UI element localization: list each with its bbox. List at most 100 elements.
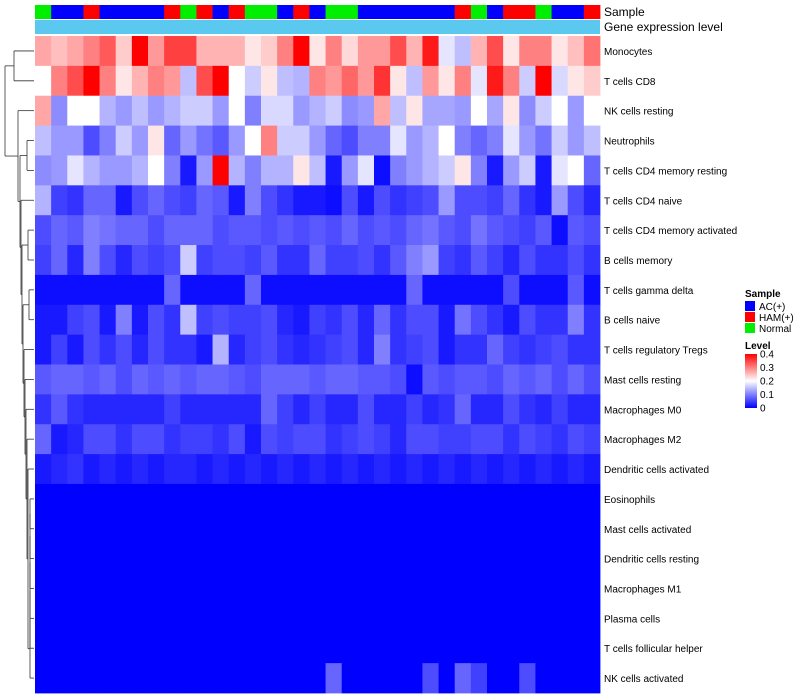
heatmap-cell bbox=[454, 95, 472, 126]
row-label: T cells gamma delta bbox=[604, 286, 694, 297]
heatmap-cell bbox=[277, 543, 294, 574]
heatmap-cell bbox=[341, 125, 359, 156]
heatmap-cell bbox=[115, 543, 133, 574]
heatmap-cell bbox=[196, 424, 213, 455]
heatmap-cell bbox=[406, 483, 423, 515]
sample-cell bbox=[325, 5, 343, 19]
heatmap-cell bbox=[567, 95, 585, 126]
heatmap-cell bbox=[519, 483, 536, 515]
heatmap-cell bbox=[551, 543, 569, 574]
heatmap-cell bbox=[422, 543, 439, 574]
heatmap-cell bbox=[503, 36, 520, 67]
heatmap-cell bbox=[535, 513, 552, 545]
sample-cell bbox=[390, 5, 407, 19]
heatmap-cell bbox=[519, 454, 536, 485]
heatmap-cell bbox=[503, 424, 520, 455]
sample-cell bbox=[341, 5, 359, 19]
heatmap-cell bbox=[357, 155, 375, 186]
heatmap-cell bbox=[196, 663, 213, 694]
heatmap-cell bbox=[325, 394, 343, 425]
heatmap-cell bbox=[131, 603, 149, 634]
heatmap-cell bbox=[83, 95, 100, 126]
heatmap-cell bbox=[309, 245, 326, 276]
heatmap-cell bbox=[503, 454, 520, 485]
heatmap-cell bbox=[406, 215, 423, 246]
heatmap-cell bbox=[583, 663, 601, 694]
heatmap-cell bbox=[83, 304, 100, 336]
heatmap-cell bbox=[567, 573, 585, 604]
heatmap-cell bbox=[357, 215, 375, 246]
heatmap-cell bbox=[438, 364, 456, 395]
heatmap-cell bbox=[212, 334, 230, 365]
heatmap-cell bbox=[51, 663, 68, 694]
heatmap-cell bbox=[454, 155, 472, 186]
heatmap-cell bbox=[212, 543, 230, 574]
heatmap-cell bbox=[551, 663, 569, 694]
heatmap-cell bbox=[83, 215, 100, 246]
heatmap-cell bbox=[83, 424, 100, 455]
heatmap-cell bbox=[115, 95, 133, 126]
heatmap-cell bbox=[261, 573, 278, 604]
heatmap-cell bbox=[470, 185, 488, 216]
heatmap-cell bbox=[357, 543, 375, 574]
heatmap-cell bbox=[261, 304, 278, 336]
heatmap-cell bbox=[51, 633, 68, 664]
heatmap-cell bbox=[51, 603, 68, 634]
heatmap-cell bbox=[196, 185, 213, 216]
heatmap-cell bbox=[67, 65, 84, 97]
heatmap-cell bbox=[131, 36, 149, 67]
heatmap-cell bbox=[277, 454, 294, 485]
heatmap-cell bbox=[244, 513, 262, 545]
row-label: T cells CD8 bbox=[604, 77, 656, 88]
heatmap-cell bbox=[551, 274, 569, 306]
heatmap-cell bbox=[99, 155, 117, 186]
heatmap-cell bbox=[487, 663, 504, 694]
legend-sample-label: AC(+) bbox=[759, 302, 785, 313]
heatmap-cell bbox=[390, 424, 407, 455]
heatmap-cell bbox=[406, 334, 423, 365]
sample-cell bbox=[293, 5, 310, 19]
heatmap-cell bbox=[293, 95, 310, 126]
heatmap-cell bbox=[83, 633, 100, 664]
heatmap-cell bbox=[51, 274, 68, 306]
heatmap-cell bbox=[454, 125, 472, 156]
heatmap-cell bbox=[535, 483, 552, 515]
heatmap-cell bbox=[503, 245, 520, 276]
heatmap-cell bbox=[406, 573, 423, 604]
heatmap-cell bbox=[406, 394, 423, 425]
heatmap-cell bbox=[390, 245, 407, 276]
heatmap-cell bbox=[293, 185, 310, 216]
sample-cell bbox=[567, 5, 585, 19]
heatmap-cell bbox=[535, 543, 552, 574]
heatmap-cell bbox=[277, 364, 294, 395]
heatmap-cell bbox=[51, 334, 68, 365]
heatmap-cell bbox=[519, 573, 536, 604]
heatmap-cell bbox=[131, 65, 149, 97]
heatmap-cell bbox=[212, 633, 230, 664]
heatmap-cell bbox=[519, 215, 536, 246]
expression-annotation-label: Gene expression level bbox=[604, 20, 723, 34]
heatmap-cell bbox=[293, 663, 310, 694]
row-label: Dendritic cells resting bbox=[604, 555, 699, 566]
heatmap-cell bbox=[277, 185, 294, 216]
heatmap-cell bbox=[487, 394, 504, 425]
heatmap-cell bbox=[244, 125, 262, 156]
heatmap-cell bbox=[261, 155, 278, 186]
heatmap-cell bbox=[503, 603, 520, 634]
heatmap-cell bbox=[228, 65, 246, 97]
legend-sample-swatch bbox=[745, 301, 755, 311]
heatmap-cell bbox=[470, 65, 488, 97]
heatmap-cell bbox=[99, 125, 117, 156]
heatmap-cell bbox=[551, 603, 569, 634]
heatmap-cell bbox=[148, 155, 165, 186]
heatmap-cell bbox=[164, 215, 181, 246]
heatmap-cell bbox=[551, 65, 569, 97]
sample-cell bbox=[244, 5, 262, 19]
heatmap-cell bbox=[567, 215, 585, 246]
heatmap-cell bbox=[261, 274, 278, 306]
legend-sample-swatch bbox=[745, 312, 755, 322]
heatmap-cell bbox=[115, 603, 133, 634]
heatmap-cell bbox=[293, 245, 310, 276]
heatmap-cell bbox=[35, 334, 52, 365]
heatmap-cell bbox=[164, 36, 181, 67]
